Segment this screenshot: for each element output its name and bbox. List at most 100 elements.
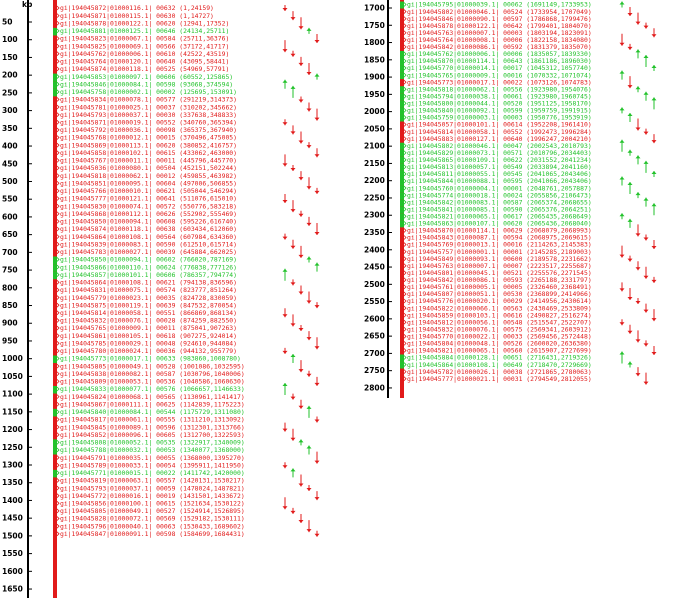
contig-segment [53, 96, 57, 105]
axis-tick-label: 1000 [2, 354, 23, 363]
contig-connector [403, 334, 407, 339]
reverse-arrow-icon [306, 331, 312, 341]
contig-label: gi|194045859|01000103.1| 00616 (2490827,… [407, 311, 592, 319]
contig-label: gi|194045768|01000012.1| 00015 (370496,4… [60, 134, 237, 142]
contig-connector [403, 319, 407, 325]
contig-label: gi|194045846|01000090.1| 00597 (1786868,… [407, 15, 592, 23]
axis-tick-label: 600 [2, 212, 18, 221]
contig-label: gi|194045800|01000044.1| 00520 (1951125,… [407, 100, 592, 108]
contig-segment [53, 408, 57, 417]
contig-segment [400, 312, 404, 320]
axis-tick-label: 450 [2, 159, 18, 168]
contig-connector [56, 455, 60, 460]
contig-label: gi|194045839|01000083.1| 00590 (612510,6… [60, 240, 237, 248]
contig-label: gi|194045777|01000021.1| 00031 (2794549,… [407, 375, 592, 383]
contig-connector [56, 371, 60, 377]
contig-label: gi|194045802|01000046.1| 00047 (2002543,… [407, 142, 592, 150]
contig-connector [56, 363, 60, 369]
contig-label: gi|194045832|01000076.1| 00028 (874259,8… [60, 317, 237, 325]
contig-connector [403, 221, 407, 226]
contig-connector [56, 196, 60, 201]
contig-label: gi|194045771|01000015.1| 00022 (1411742,… [60, 469, 245, 477]
contig-connector [403, 341, 407, 346]
contig-connector [403, 108, 407, 113]
contig-segment [400, 135, 404, 143]
contig-segment [400, 206, 404, 214]
contig-label: gi|194045814|01000058.1| 00551 (866869,8… [60, 309, 237, 317]
contig-label: gi|194045869|01000113.1| 00620 (380852,4… [60, 141, 237, 149]
contig-segment [53, 363, 57, 371]
reverse-arrow-icon [314, 451, 320, 464]
contig-label: gi|194045875|01000119.1| 00639 (847532,8… [60, 301, 237, 309]
reverse-arrow-icon [627, 76, 633, 89]
contig-connector [403, 376, 407, 381]
contig-label: gi|194045036|01000080.1| 00504 (452151,5… [60, 164, 237, 172]
contig-segment [53, 5, 57, 13]
contig-connector [56, 394, 60, 399]
contig-segment [400, 86, 404, 94]
contig-label: gi|194045760|01000004.1| 00001 (2048761,… [407, 184, 592, 192]
contig-segment [53, 256, 57, 265]
contig-connector [56, 462, 60, 468]
axis-tick-label: 1650 [2, 585, 23, 594]
contig-segment [53, 500, 57, 508]
reverse-arrow-icon [290, 507, 296, 514]
axis-tick-label: 650 [2, 230, 18, 239]
contig-connector [56, 13, 60, 18]
forward-arrow-icon [651, 170, 657, 177]
contig-connector [403, 2, 407, 7]
contig-connector [403, 256, 407, 261]
contig-label: gi|194045833|01000077.1| 00576 (1066657,… [60, 385, 245, 393]
contig-label: gi|194045849|01000093.1| 00600 (2189578,… [407, 255, 592, 263]
axis-tick-label: 200 [2, 71, 18, 80]
contig-segment [400, 220, 404, 228]
contig-segment [400, 79, 404, 87]
contig-label: gi|194045824|01000068.1| 00565 (1130961,… [60, 393, 245, 401]
contig-label: gi|194045883|01000127.1| 00640 (1996247,… [407, 135, 592, 143]
contig-label: gi|194045861|01000105.1| 00618 (907275,9… [60, 332, 237, 340]
forward-arrow-icon [306, 445, 312, 455]
contig-connector [56, 424, 60, 430]
axis-tick-label: 1900 [364, 73, 385, 82]
contig-segment [400, 326, 404, 334]
contig-label: gi|194045845|01000089.1| 00596 (1312301,… [60, 423, 245, 431]
contig-segment [53, 43, 57, 51]
contig-segment [400, 43, 404, 51]
reverse-arrow-icon [635, 224, 641, 237]
reverse-arrow-icon [619, 282, 625, 292]
axis-tick-label: 1200 [2, 425, 23, 434]
contig-connector [403, 136, 407, 141]
contig-segment [400, 213, 404, 221]
contig-segment [53, 111, 57, 120]
reverse-arrow-icon [298, 360, 304, 373]
contig-segment [53, 210, 57, 219]
contig-label: gi|194045792|01000036.1| 00098 (365375,3… [60, 126, 237, 134]
contig-connector [56, 97, 60, 102]
reverse-arrow-icon [290, 428, 296, 441]
contig-label: gi|194045793|01000037.1| 00030 (337638,3… [60, 111, 237, 119]
contig-connector [56, 51, 60, 57]
contig-segment [53, 149, 57, 158]
axis-tick-label: 50 [2, 18, 12, 27]
contig-connector [56, 36, 60, 41]
reverse-arrow-icon [282, 462, 288, 469]
contig-label: gi|194045843|01000087.1| 00594 (2068975,… [407, 234, 592, 242]
contig-connector [56, 440, 60, 445]
reverse-arrow-icon [651, 309, 657, 322]
reverse-arrow-icon [306, 62, 312, 75]
contig-connector [56, 302, 60, 308]
contig-segment [53, 507, 57, 516]
contig-segment [400, 128, 404, 136]
axis-tick-label: 1550 [2, 549, 23, 558]
reverse-arrow-icon [298, 514, 304, 524]
reverse-arrow-icon [298, 245, 304, 258]
reverse-arrow-icon [627, 7, 633, 17]
contig-label: gi|194045757|01000001.1| 00001 (2145285,… [407, 248, 592, 256]
reverse-arrow-icon [314, 187, 320, 194]
contig-label: gi|194045870|01000114.1| 00629 (2068079,… [407, 227, 592, 235]
contig-label: gi|194045770|01000022.1| 00033 (2569456,… [407, 333, 592, 341]
contig-segment [400, 340, 404, 348]
contig-segment [400, 57, 404, 66]
contig-segment [400, 65, 404, 73]
reverse-arrow-icon [306, 520, 312, 533]
